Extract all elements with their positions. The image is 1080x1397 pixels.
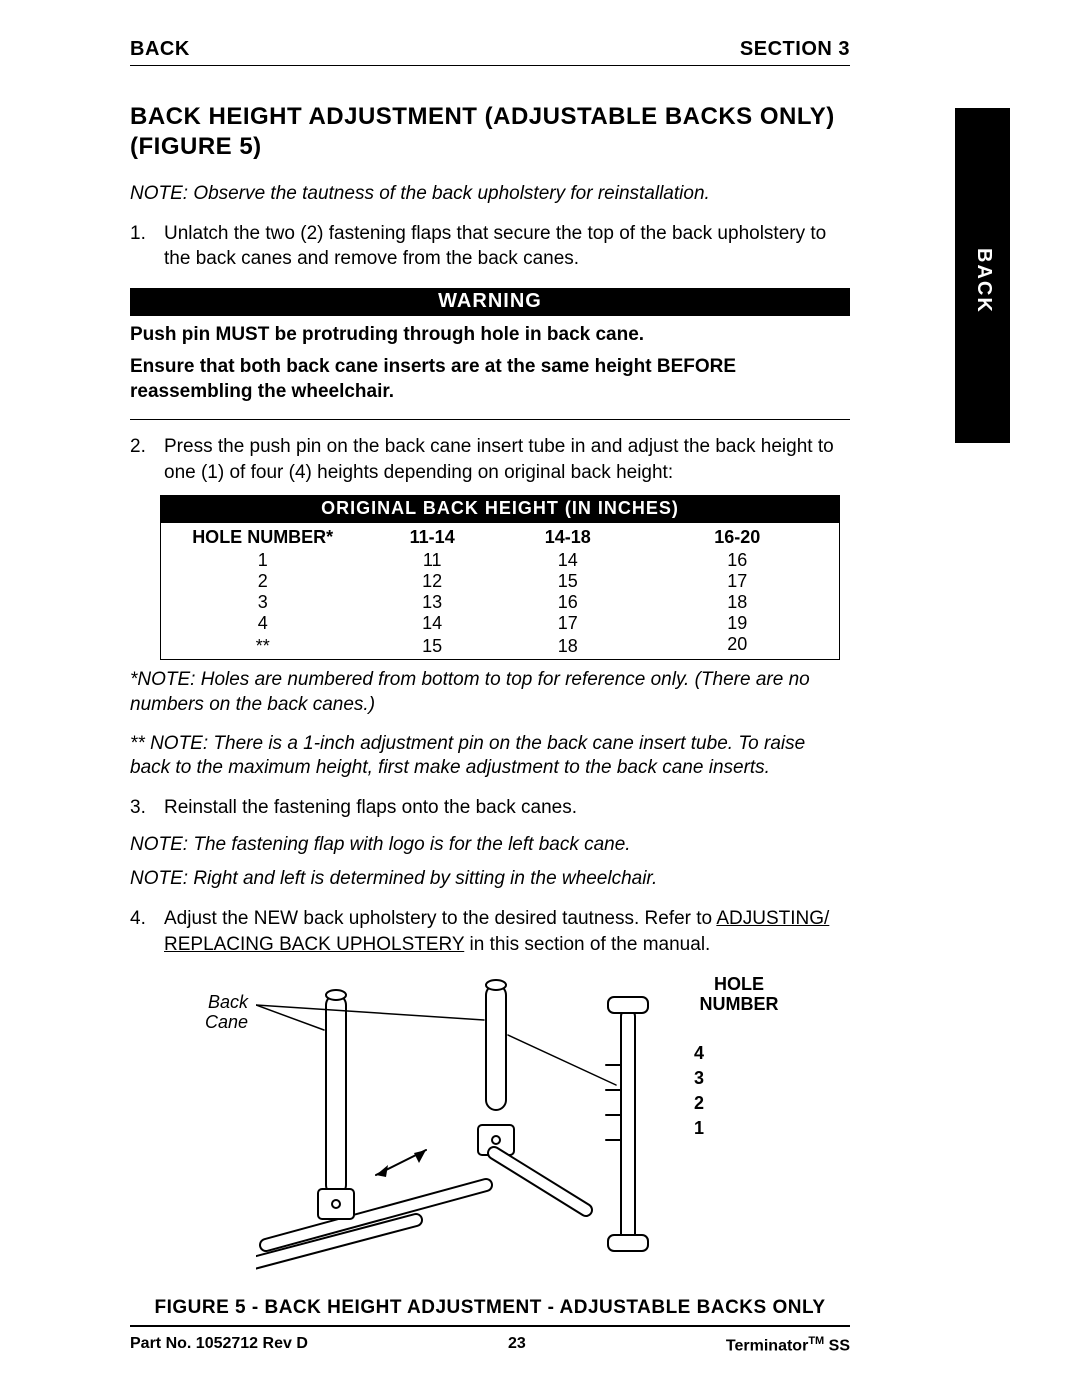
figure-label-back-cane: Back Cane — [196, 993, 248, 1033]
step-4: 4. Adjust the NEW back upholstery to the… — [130, 906, 850, 957]
footer-page-num: 23 — [508, 1335, 526, 1355]
warning-line-1: Push pin MUST be protruding through hole… — [130, 322, 850, 348]
step-4-num: 4. — [130, 906, 164, 957]
table-header-row: HOLE NUMBER* 11-14 14-18 16-20 — [161, 523, 839, 550]
step-2-text: Press the push pin on the back cane inse… — [164, 434, 850, 485]
note-logo: NOTE: The fastening flap with logo is fo… — [130, 833, 850, 858]
warning-body: Push pin MUST be protruding through hole… — [130, 322, 850, 420]
figure-label-hole-number: HOLE NUMBER — [694, 975, 784, 1015]
side-tab: BACK — [955, 108, 1010, 443]
step-1-num: 1. — [130, 221, 164, 272]
table-row: 4 14 17 19 — [161, 613, 839, 634]
footnote-2: ** NOTE: There is a 1-inch adjustment pi… — [130, 732, 850, 781]
col-14-18: 14-18 — [500, 523, 636, 550]
step-3: 3. Reinstall the fastening flaps onto th… — [130, 795, 850, 821]
warning-line-2: Ensure that both back cane inserts are a… — [130, 354, 850, 405]
hole-4: 4 — [694, 1041, 784, 1066]
table-banner: ORIGINAL BACK HEIGHT (IN INCHES) — [161, 496, 839, 523]
running-foot: Part No. 1052712 Rev D 23 TerminatorTM S… — [130, 1325, 850, 1355]
step-4-text: Adjust the NEW back upholstery to the de… — [164, 906, 850, 957]
step-3-num: 3. — [130, 795, 164, 821]
running-head: BACK SECTION 3 — [130, 38, 850, 66]
note-rightleft: NOTE: Right and left is determined by si… — [130, 867, 850, 892]
col-11-14: 11-14 — [364, 523, 500, 550]
table-row: 3 13 16 18 — [161, 592, 839, 613]
footer-product: TerminatorTM SS — [726, 1335, 850, 1355]
step-2-num: 2. — [130, 434, 164, 485]
page-title: BACK HEIGHT ADJUSTMENT (ADJUSTABLE BACKS… — [130, 102, 850, 162]
hole-3: 3 — [694, 1066, 784, 1091]
note-observe: NOTE: Observe the tautness of the back u… — [130, 182, 850, 207]
col-hole: HOLE NUMBER* — [161, 523, 364, 550]
page-body: BACK SECTION 3 BACK HEIGHT ADJUSTMENT (A… — [130, 38, 850, 1319]
table: HOLE NUMBER* 11-14 14-18 16-20 1 11 14 1… — [161, 523, 839, 659]
col-16-20: 16-20 — [636, 523, 839, 550]
step-1: 1. Unlatch the two (2) fastening flaps t… — [130, 221, 850, 272]
hole-1: 1 — [694, 1116, 784, 1141]
step-2: 2. Press the push pin on the back cane i… — [130, 434, 850, 485]
figure-svg — [256, 975, 686, 1285]
step-1-text: Unlatch the two (2) fastening flaps that… — [164, 221, 850, 272]
footer-part-no: Part No. 1052712 Rev D — [130, 1335, 308, 1355]
hole-2: 2 — [694, 1091, 784, 1116]
footnote-1: *NOTE: Holes are numbered from bottom to… — [130, 668, 850, 717]
step-3-text: Reinstall the fastening flaps onto the b… — [164, 795, 577, 821]
running-head-left: BACK — [130, 38, 190, 61]
running-head-right: SECTION 3 — [740, 38, 850, 61]
table-row: 2 12 15 17 — [161, 571, 839, 592]
side-tab-label: BACK — [972, 248, 995, 314]
height-table: ORIGINAL BACK HEIGHT (IN INCHES) HOLE NU… — [160, 495, 840, 660]
table-row: 1 11 14 16 — [161, 550, 839, 571]
table-row: ** 15 18 20 — [161, 634, 839, 659]
warning-bar: WARNING — [130, 288, 850, 316]
figure-5: Back Cane — [130, 975, 850, 1319]
figure-caption: FIGURE 5 - BACK HEIGHT ADJUSTMENT - ADJU… — [130, 1297, 850, 1319]
